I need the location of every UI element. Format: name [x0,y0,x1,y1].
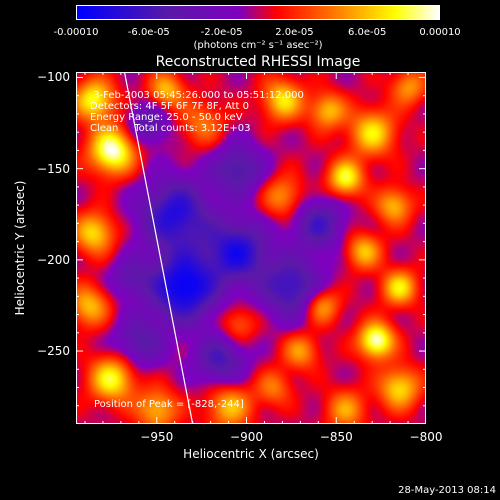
colorbar-unit-label: (photons cm⁻² s⁻¹ asec⁻²) [193,40,323,51]
y-tick-label: −250 [37,344,70,359]
y-axis-ticks [76,76,426,407]
y-tick-label: −100 [37,70,70,85]
solar-limb-line [123,72,194,424]
colorbar-tick-label: -0.00010 [53,27,99,38]
heatmap-plot-area: 3-Feb-2003 05:45:26.000 to 05:51:12.000 … [76,72,426,424]
x-tick-label: −950 [140,430,174,444]
plot-overlay: 3-Feb-2003 05:45:26.000 to 05:51:12.000 … [76,72,426,424]
colorbar [76,5,440,20]
colorbar-tick-label: -2.0e-05 [200,27,243,38]
info-time-range: 3-Feb-2003 05:45:26.000 to 05:51:12.000 [90,90,304,101]
colorbar-gradient [77,6,439,19]
heatmap-image [76,72,426,424]
x-axis-label: Heliocentric X (arcsec) [183,447,319,461]
y-tick-label: −150 [37,161,70,176]
info-clean-counts: Clean Total counts: 3.12E+03 [90,123,250,134]
peak-position-label: Position of Peak = [-828,-244] [94,399,244,410]
colorbar-tick-label: 6.0e-05 [347,27,387,38]
info-detectors: Detectors: 4F 5F 6F 7F 8F, Att 0 [90,101,249,112]
plot-title: Reconstructed RHESSI Image [155,54,361,70]
y-tick-label: −200 [37,252,70,267]
colorbar-tick-label: 0.00010 [419,27,461,38]
x-tick-label: −900 [230,430,263,444]
x-tick-label: −850 [319,430,353,444]
y-axis-label: Heliocentric Y (arcsec) [13,180,27,316]
timestamp: 28-May-2013 08:14 [398,485,496,496]
info-energy-range: Energy Range: 25.0 - 50.0 keV [90,112,243,123]
colorbar-tick-label: -6.0e-05 [127,27,170,38]
colorbar-tick-label: 2.0e-05 [275,27,314,38]
plot-frame [76,72,426,424]
x-axis-ticks [84,72,426,424]
x-tick-label: −800 [409,430,443,444]
